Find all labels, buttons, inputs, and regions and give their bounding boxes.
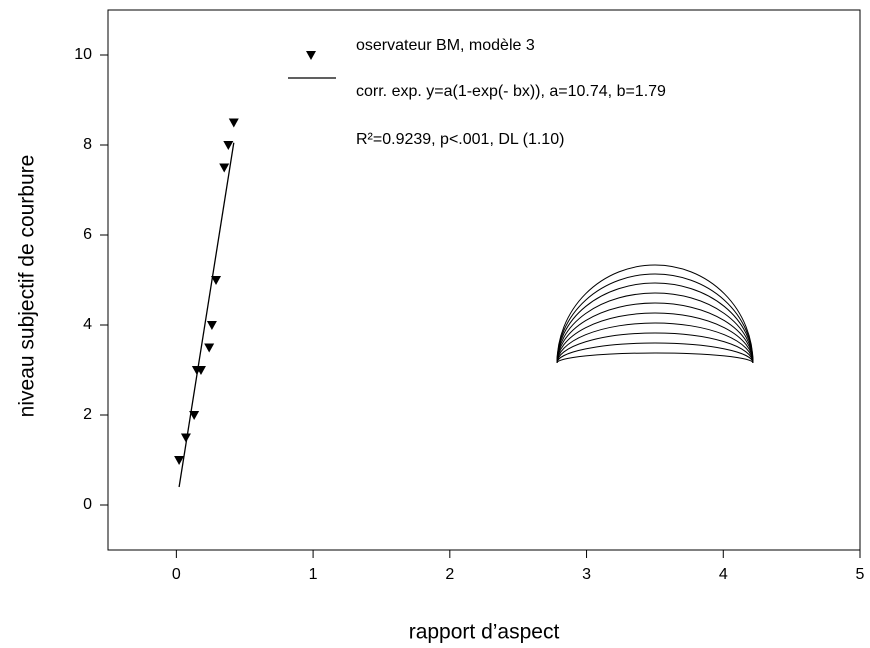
legend-label: oservateur BM, modèle 3: [356, 37, 535, 54]
point: [219, 163, 230, 173]
point: [206, 321, 217, 330]
annotation: R²=0.9239, p<.001, DL (1.10): [356, 131, 564, 148]
plot-frame: [107, 9, 861, 551]
y-tick-label: 8: [83, 136, 92, 153]
point: [223, 141, 234, 150]
point: [204, 343, 215, 353]
point: [211, 276, 222, 285]
y-tick-label: 6: [83, 226, 92, 243]
y-tick-label: 2: [83, 406, 92, 423]
legend-label: corr. exp. y=a(1-exp(- bx)), a=10.74, b=…: [356, 83, 666, 100]
x-tick-label: 3: [582, 566, 591, 583]
x-tick-label: 4: [719, 566, 728, 583]
x-axis-label: rapport d’aspect: [409, 621, 560, 644]
fit-line: [178, 142, 235, 488]
y-tick-label: 10: [74, 46, 92, 63]
legend-symbol: [306, 51, 316, 60]
y-tick-label: 4: [83, 316, 92, 333]
x-tick-label: 1: [309, 566, 318, 583]
x-tick-label: 2: [445, 566, 454, 583]
point: [189, 411, 200, 420]
point: [174, 456, 185, 465]
x-tick-label: 5: [856, 566, 865, 583]
point: [180, 433, 191, 443]
x-tick-label: 0: [172, 566, 181, 583]
y-tick-label: 0: [83, 496, 92, 513]
y-axis-label: niveau subjectif de courbure: [16, 155, 39, 418]
arc-illustration: [556, 264, 754, 364]
point: [228, 118, 239, 128]
